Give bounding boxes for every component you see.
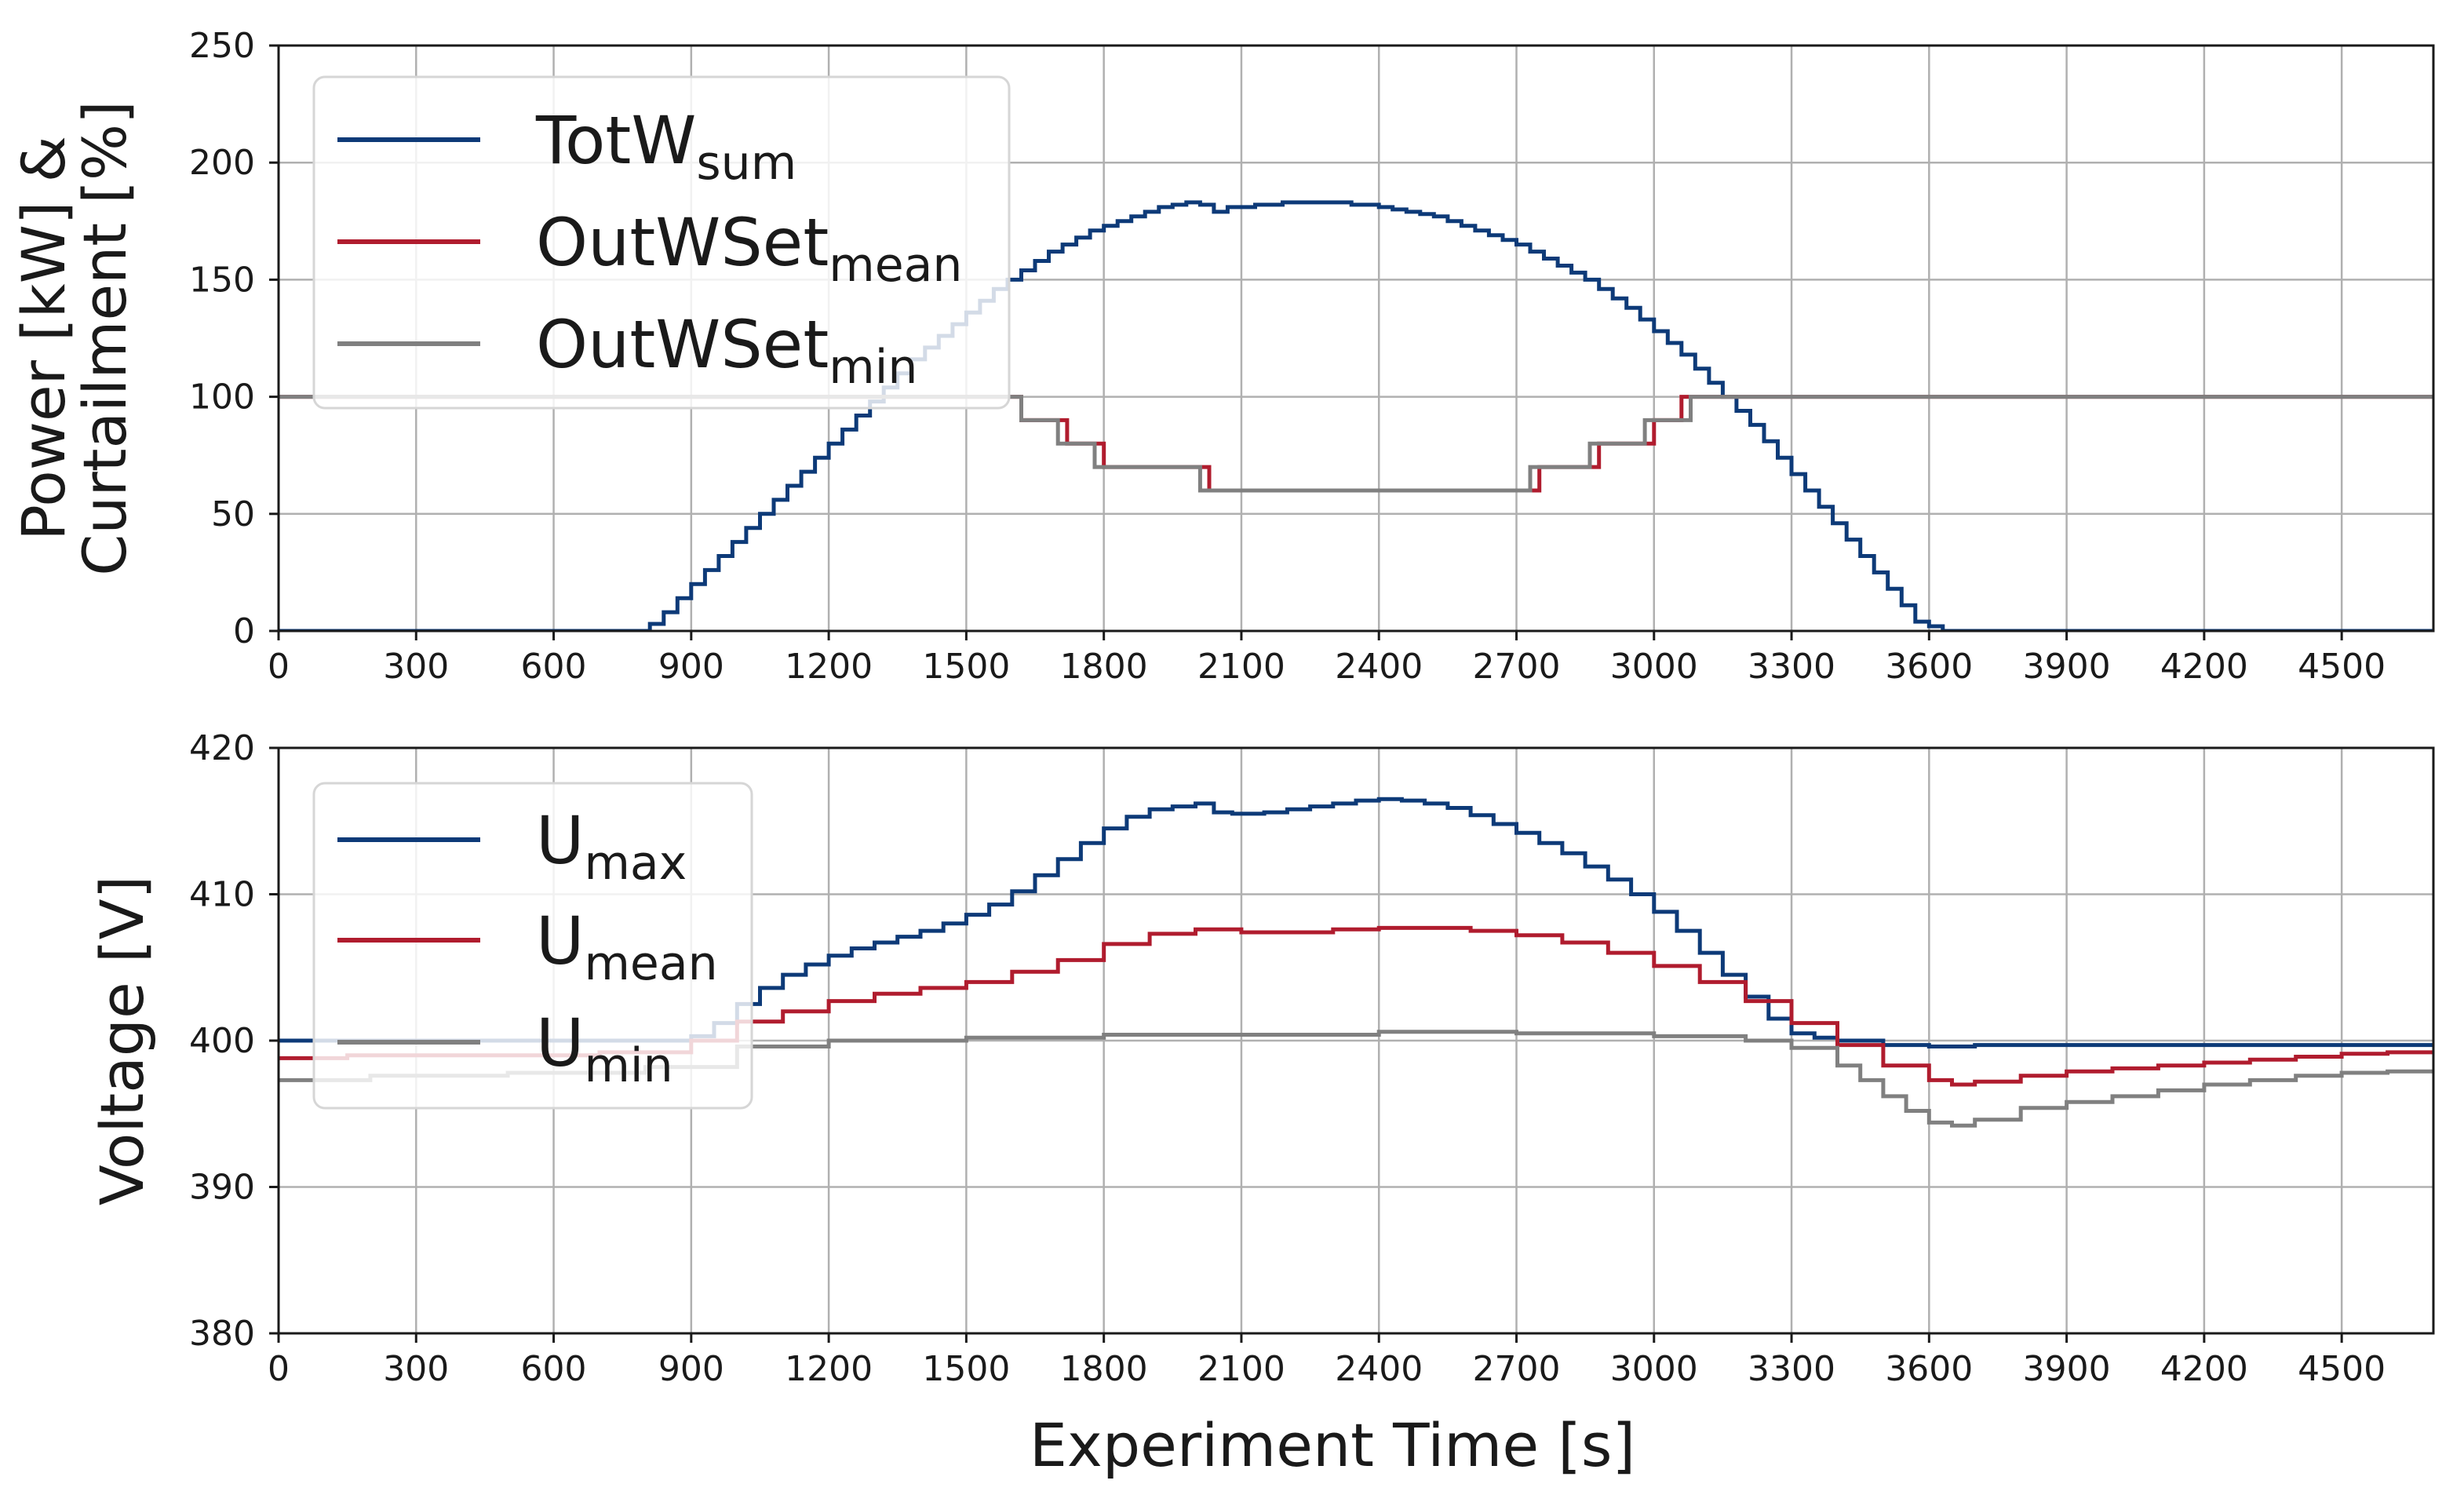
bottom-series-line-u-max — [279, 797, 2433, 1048]
bottom-x-tick-label-0: 0 — [268, 1349, 290, 1389]
top-y-tick-label-1: 50 — [211, 494, 255, 534]
top-y-tick-label-3: 150 — [189, 260, 255, 300]
bottom-series-line-u-mean — [279, 925, 2433, 1087]
bottom-x-tick-label-14: 4200 — [2160, 1349, 2248, 1389]
top-x-tick-label-9: 2700 — [1472, 647, 1560, 687]
top-x-tick-label-10: 3000 — [1610, 647, 1698, 687]
bottom-x-tick-label-7: 2100 — [1197, 1349, 1285, 1389]
top-legend: TotWsum OutWSetmean OutWSetmin — [312, 75, 1011, 410]
bottom-series-line-u-min — [279, 1030, 2433, 1128]
top-x-tick-label-13: 3900 — [2023, 647, 2111, 687]
bottom-y-tick-label-2: 400 — [189, 1021, 255, 1061]
top-x-tick-label-6: 1800 — [1060, 647, 1148, 687]
bottom-legend-box — [312, 782, 753, 1110]
top-axes-frame — [277, 44, 2435, 633]
bottom-x-tick-label-6: 1800 — [1060, 1349, 1148, 1389]
voltage-panel: 0 300 600 900 1200 1500 1800 2100 2400 2700 3000 33… — [87, 728, 2435, 1480]
top-x-tick-label-14: 4200 — [2160, 647, 2248, 687]
bottom-x-tick-label-10: 3000 — [1610, 1349, 1698, 1389]
bottom-y-tick-label-3: 410 — [189, 875, 255, 915]
top-legend-box — [312, 75, 1011, 410]
bottom-x-tick-label-9: 2700 — [1472, 1349, 1560, 1389]
bottom-x-tick-label-12: 3600 — [1885, 1349, 1973, 1389]
bottom-y-tick-label-4: 420 — [189, 728, 255, 768]
bottom-x-tick-label-4: 1200 — [785, 1349, 873, 1389]
top-legend-label-sum: TotWsum — [535, 102, 796, 191]
top-x-tick-label-4: 1200 — [785, 647, 873, 687]
bottom-x-tick-label-8: 2400 — [1335, 1349, 1423, 1389]
bottom-x-tick-label-13: 3900 — [2023, 1349, 2111, 1389]
top-y-tick-label-4: 200 — [189, 143, 255, 183]
top-y-tick-label-5: 250 — [189, 26, 255, 66]
bottom-x-tick-label-11: 3300 — [1748, 1349, 1835, 1389]
bottom-y-tick-label-0: 380 — [189, 1314, 255, 1354]
bottom-legend: Umax Umean Umin — [312, 782, 753, 1110]
top-series-line-totw-sum — [279, 200, 2433, 631]
top-x-tick-label-2: 600 — [521, 647, 587, 687]
top-x-tick-label-12: 3600 — [1885, 647, 1973, 687]
top-x-tick-label-5: 1500 — [922, 647, 1010, 687]
top-y-tick-label-2: 100 — [189, 377, 255, 418]
bottom-x-tick-label-2: 600 — [521, 1349, 587, 1389]
bottom-x-tick-label-1: 300 — [383, 1349, 449, 1389]
top-y-axis-title-line-0: Power [kW] & — [9, 136, 78, 541]
bottom-y-tick-label-1: 390 — [189, 1168, 255, 1208]
bottom-y-axis-title: Voltage [V] — [87, 876, 157, 1206]
top-x-tick-label-0: 0 — [268, 647, 290, 687]
top-legend-label-min: OutWSetmin — [536, 306, 917, 395]
bottom-legend-label-mean: Umean — [536, 902, 718, 991]
top-y-tick-label-0: 0 — [233, 611, 255, 651]
top-legend-label-mean: OutWSetmean — [536, 204, 962, 293]
top-y-axis-title: Power [kW] &Curtailment [%] — [9, 100, 140, 576]
top-x-tick-label-7: 2100 — [1197, 647, 1285, 687]
top-x-tick-label-8: 2400 — [1335, 647, 1423, 687]
power-curtailment-panel: 0 300 600 900 1200 1500 1800 2100 2400 2700 3000 33… — [9, 26, 2435, 687]
bottom-legend-label-max: Umax — [536, 802, 687, 891]
bottom-x-tick-label-5: 1500 — [922, 1349, 1010, 1389]
top-x-tick-label-15: 4500 — [2298, 647, 2386, 687]
bottom-legend-label-min: Umin — [536, 1005, 673, 1093]
bottom-x-tick-label-15: 4500 — [2298, 1349, 2386, 1389]
top-x-tick-label-11: 3300 — [1748, 647, 1835, 687]
top-x-tick-label-3: 900 — [658, 647, 724, 687]
bottom-x-tick-label-3: 900 — [658, 1349, 724, 1389]
top-y-axis-title-line-1: Curtailment [%] — [70, 100, 140, 576]
top-x-tick-label-1: 300 — [383, 647, 449, 687]
bottom-x-axis-title: Experiment Time [s] — [1030, 1410, 1635, 1480]
top-series-line-outwset-min — [279, 395, 2433, 493]
